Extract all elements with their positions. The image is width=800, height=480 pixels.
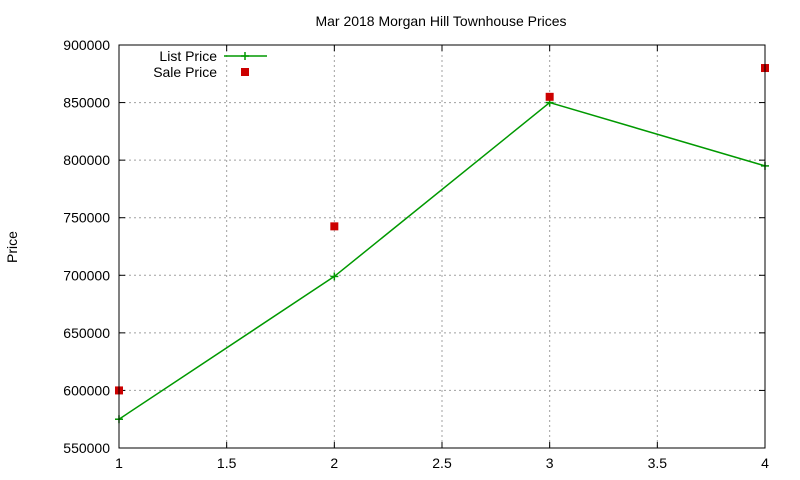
x-tick-label: 3 <box>546 455 554 471</box>
x-tick-label: 2.5 <box>432 455 452 471</box>
x-tick-label: 2 <box>330 455 338 471</box>
y-tick-label: 700000 <box>63 267 110 283</box>
y-tick-label: 550000 <box>63 440 110 456</box>
legend-label: Sale Price <box>153 64 217 80</box>
series-layer <box>115 64 769 424</box>
legend-label: List Price <box>159 48 217 64</box>
y-tick-label: 850000 <box>63 95 110 111</box>
y-tick-label: 900000 <box>63 37 110 53</box>
grid <box>119 45 765 448</box>
data-point <box>545 92 554 101</box>
x-tick-label: 3.5 <box>648 455 668 471</box>
x-tick-label: 4 <box>761 455 769 471</box>
x-tick-label: 1 <box>115 455 123 471</box>
y-tick-label: 650000 <box>63 325 110 341</box>
series-line <box>118 101 766 420</box>
y-axis-label: Price <box>4 231 20 263</box>
legend-marker <box>241 68 249 76</box>
chart-title: Mar 2018 Morgan Hill Townhouse Prices <box>315 13 566 29</box>
y-tick-label: 750000 <box>63 210 110 226</box>
data-point <box>330 272 339 281</box>
legend-marker <box>241 52 249 60</box>
data-point <box>330 222 339 231</box>
plot-frame <box>118 44 766 449</box>
series-sale-price <box>115 64 769 395</box>
y-tick-label: 600000 <box>63 382 110 398</box>
y-tick-label: 800000 <box>63 152 110 168</box>
x-tick-label: 1.5 <box>217 455 237 471</box>
